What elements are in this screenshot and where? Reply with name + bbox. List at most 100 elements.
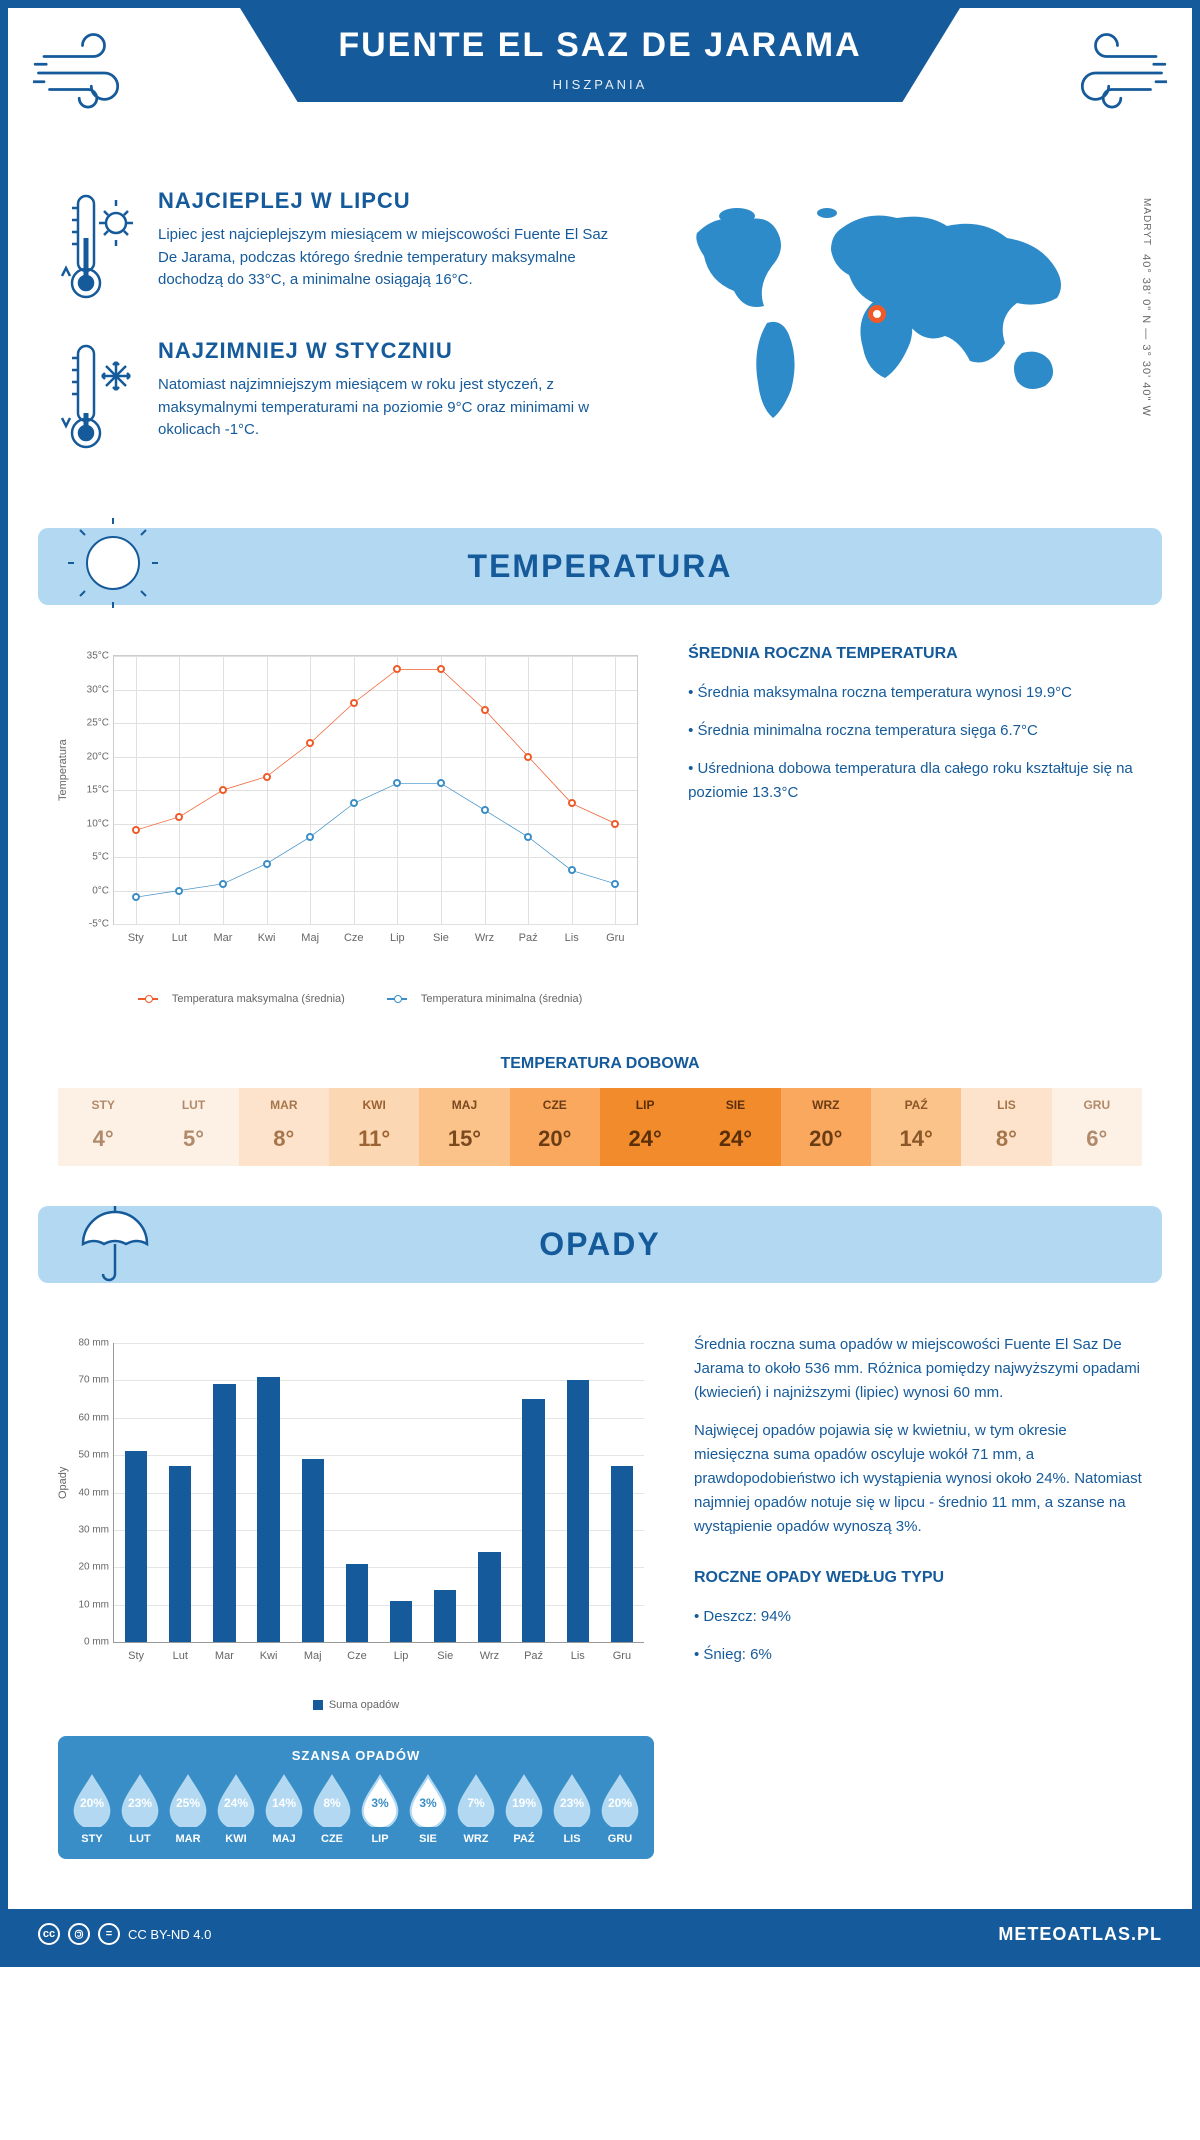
- coldest-block: NAJZIMNIEJ W STYCZNIU Natomiast najzimni…: [58, 338, 622, 458]
- rain-chance-pct: 20%: [80, 1796, 104, 1810]
- coordinates: MADRYT 40° 38' 0" N — 3° 30' 40" W: [1140, 198, 1152, 417]
- temp-bullet: • Średnia minimalna roczna temperatura s…: [688, 719, 1142, 743]
- cc-icon: cc: [38, 1923, 60, 1945]
- daily-temp-cell: WRZ 20°: [781, 1088, 871, 1166]
- precip-legend-label: Suma opadów: [329, 1699, 399, 1711]
- rain-chance-pct: 19%: [512, 1796, 536, 1810]
- daily-temp-cell: SIE 24°: [690, 1088, 780, 1166]
- rain-chance-month: MAJ: [262, 1833, 306, 1845]
- daily-temp-cell: LUT 5°: [148, 1088, 238, 1166]
- rain-chance-pct: 24%: [224, 1796, 248, 1810]
- footer: cc 🄯 = CC BY-ND 4.0 METEOATLAS.PL: [8, 1909, 1192, 1959]
- daily-temp-value: 20°: [510, 1126, 600, 1152]
- rain-chance-pct: 8%: [323, 1796, 340, 1810]
- daily-temp-value: 6°: [1052, 1126, 1142, 1152]
- rain-chance-cell: 8% CZE: [310, 1773, 354, 1845]
- temp-summary-heading: ŚREDNIA ROCZNA TEMPERATURA: [688, 645, 1142, 663]
- daily-temp-cell: LIS 8°: [961, 1088, 1051, 1166]
- raindrop-icon: 3%: [406, 1773, 450, 1827]
- daily-temp-value: 5°: [148, 1126, 238, 1152]
- daily-temp-heading: TEMPERATURA DOBOWA: [8, 1055, 1192, 1073]
- daily-temp-value: 15°: [419, 1126, 509, 1152]
- daily-temp-month: MAR: [239, 1098, 329, 1112]
- rain-chance-month: LIS: [550, 1833, 594, 1845]
- temp-chart-legend: .lswatch[style*='#f05a28']::after{border…: [58, 985, 648, 1005]
- precip-text-2: Najwięcej opadów pojawia się w kwietniu,…: [694, 1419, 1142, 1539]
- precipitation-bar-chart: Opady 0 mm10 mm20 mm30 mm40 mm50 mm60 mm…: [58, 1333, 654, 1859]
- rain-chance-pct: 23%: [560, 1796, 584, 1810]
- thermometer-cold-icon: [58, 338, 138, 458]
- precip-bar: [125, 1451, 147, 1642]
- daily-temp-month: GRU: [1052, 1098, 1142, 1112]
- daily-temp-value: 4°: [58, 1126, 148, 1152]
- daily-temp-month: LIP: [600, 1098, 690, 1112]
- cc-by-icon: 🄯: [68, 1923, 90, 1945]
- precip-chart-legend: Suma opadów: [58, 1693, 654, 1711]
- daily-temp-month: CZE: [510, 1098, 600, 1112]
- temperature-section-banner: TEMPERATURA: [38, 528, 1162, 605]
- daily-temp-value: 24°: [690, 1126, 780, 1152]
- rain-chance-month: STY: [70, 1833, 114, 1845]
- daily-temp-value: 20°: [781, 1126, 871, 1152]
- raindrop-icon: 3%: [358, 1773, 402, 1827]
- rain-chance-pct: 20%: [608, 1796, 632, 1810]
- license-block: cc 🄯 = CC BY-ND 4.0: [38, 1923, 211, 1945]
- wind-icon: [33, 28, 143, 118]
- daily-temp-month: KWI: [329, 1098, 419, 1112]
- sun-icon: [68, 518, 158, 608]
- precip-bar: [257, 1377, 279, 1642]
- rain-chance-cell: 25% MAR: [166, 1773, 210, 1845]
- rain-chance-cell: 23% LUT: [118, 1773, 162, 1845]
- raindrop-icon: 25%: [166, 1773, 210, 1827]
- daily-temp-value: 14°: [871, 1126, 961, 1152]
- coldest-text: Natomiast najzimniejszym miesiącem w rok…: [158, 374, 622, 442]
- temperature-heading: TEMPERATURA: [38, 548, 1162, 585]
- hottest-block: NAJCIEPLEJ W LIPCU Lipiec jest najcieple…: [58, 188, 622, 308]
- precip-type-heading: ROCZNE OPADY WEDŁUG TYPU: [694, 1569, 1142, 1587]
- precip-type-item: • Deszcz: 94%: [694, 1605, 1142, 1629]
- rain-chance-pct: 25%: [176, 1796, 200, 1810]
- raindrop-icon: 23%: [118, 1773, 162, 1827]
- precipitation-section-banner: OPADY: [38, 1206, 1162, 1283]
- daily-temp-value: 8°: [961, 1126, 1051, 1152]
- daily-temp-cell: MAJ 15°: [419, 1088, 509, 1166]
- daily-temp-cell: MAR 8°: [239, 1088, 329, 1166]
- title-banner: FUENTE EL SAZ DE JARAMA HISZPANIA: [240, 8, 960, 102]
- hottest-title: NAJCIEPLEJ W LIPCU: [158, 188, 622, 214]
- country-label: HISZPANIA: [300, 77, 900, 92]
- daily-temp-table: STY 4° LUT 5° MAR 8° KWI 11° MAJ 15° CZE…: [58, 1088, 1142, 1166]
- rain-chance-heading: SZANSA OPADÓW: [70, 1748, 642, 1763]
- site-name: METEOATLAS.PL: [998, 1924, 1162, 1945]
- rain-chance-pct: 14%: [272, 1796, 296, 1810]
- precip-bar: [611, 1466, 633, 1642]
- precip-bar: [390, 1601, 412, 1642]
- precip-type-item: • Śnieg: 6%: [694, 1643, 1142, 1667]
- daily-temp-month: MAJ: [419, 1098, 509, 1112]
- precip-bar: [213, 1384, 235, 1642]
- umbrella-icon: [68, 1196, 158, 1286]
- coords-value: 40° 38' 0" N — 3° 30' 40" W: [1140, 254, 1152, 417]
- raindrop-icon: 8%: [310, 1773, 354, 1827]
- rain-chance-pct: 23%: [128, 1796, 152, 1810]
- daily-temp-cell: GRU 6°: [1052, 1088, 1142, 1166]
- daily-temp-month: PAŹ: [871, 1098, 961, 1112]
- raindrop-icon: 14%: [262, 1773, 306, 1827]
- rain-chance-cell: 20% STY: [70, 1773, 114, 1845]
- rain-chance-cell: 23% LIS: [550, 1773, 594, 1845]
- daily-temp-month: STY: [58, 1098, 148, 1112]
- rain-chance-cell: 24% KWI: [214, 1773, 258, 1845]
- rain-chance-pct: 7%: [467, 1796, 484, 1810]
- world-map: MADRYT 40° 38' 0" N — 3° 30' 40" W: [662, 188, 1142, 488]
- precip-text-1: Średnia roczna suma opadów w miejscowośc…: [694, 1333, 1142, 1405]
- license-label: CC BY-ND 4.0: [128, 1927, 211, 1942]
- rain-chance-month: MAR: [166, 1833, 210, 1845]
- rain-chance-month: SIE: [406, 1833, 450, 1845]
- daily-temp-month: LIS: [961, 1098, 1051, 1112]
- rain-chance-box: SZANSA OPADÓW 20% STY 23% LUT 25% MAR 24…: [58, 1736, 654, 1859]
- precip-bar: [522, 1399, 544, 1642]
- raindrop-icon: 20%: [598, 1773, 642, 1827]
- rain-chance-month: LUT: [118, 1833, 162, 1845]
- rain-chance-month: WRZ: [454, 1833, 498, 1845]
- raindrop-icon: 23%: [550, 1773, 594, 1827]
- temp-bullet: • Średnia maksymalna roczna temperatura …: [688, 681, 1142, 705]
